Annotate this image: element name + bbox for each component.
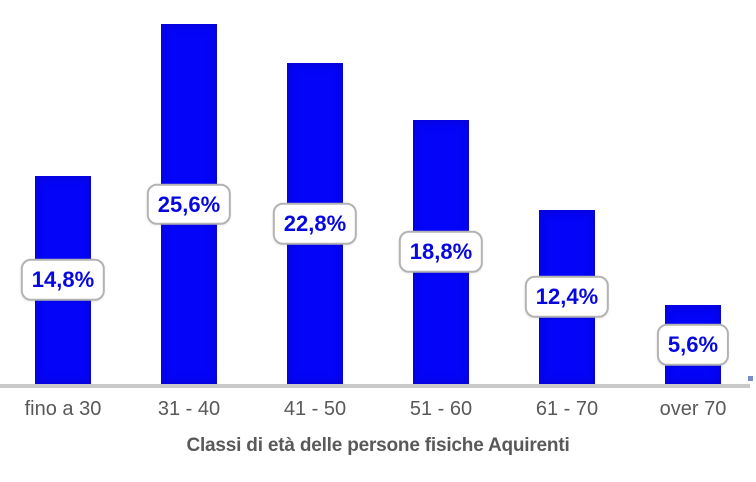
value-label: 5,6% <box>656 323 730 366</box>
bar-column: 5,6% <box>630 0 756 384</box>
x-axis-title: Classi di età delle persone fisiche Aqui… <box>186 435 570 456</box>
bar-column: 22,8% <box>252 0 378 384</box>
bar-column: 14,8% <box>0 0 126 384</box>
bar-column: 18,8% <box>378 0 504 384</box>
bar-column: 25,6% <box>126 0 252 384</box>
plot-area: 14,8% 25,6% 22,8% 18,8% 12,4% 5,6% <box>0 0 756 384</box>
value-label: 12,4% <box>524 276 610 318</box>
category-label: 61 - 70 <box>535 398 599 420</box>
bar-column: 12,4% <box>504 0 630 384</box>
value-label: 18,8% <box>398 231 484 273</box>
category-label: 31 - 40 <box>157 398 221 420</box>
category-label: 41 - 50 <box>283 398 347 420</box>
category-label: 51 - 60 <box>409 398 473 420</box>
category-label: fino a 30 <box>24 398 102 420</box>
value-label: 22,8% <box>272 202 358 245</box>
axis-endpoint-marker <box>748 376 753 381</box>
value-label: 25,6% <box>146 183 232 225</box>
category-axis: fino a 30 31 - 40 41 - 50 51 - 60 61 - 70 ove… <box>0 388 756 421</box>
x-axis-line <box>0 376 753 388</box>
value-label: 14,8% <box>20 259 106 301</box>
category-label: over 70 <box>659 398 727 420</box>
